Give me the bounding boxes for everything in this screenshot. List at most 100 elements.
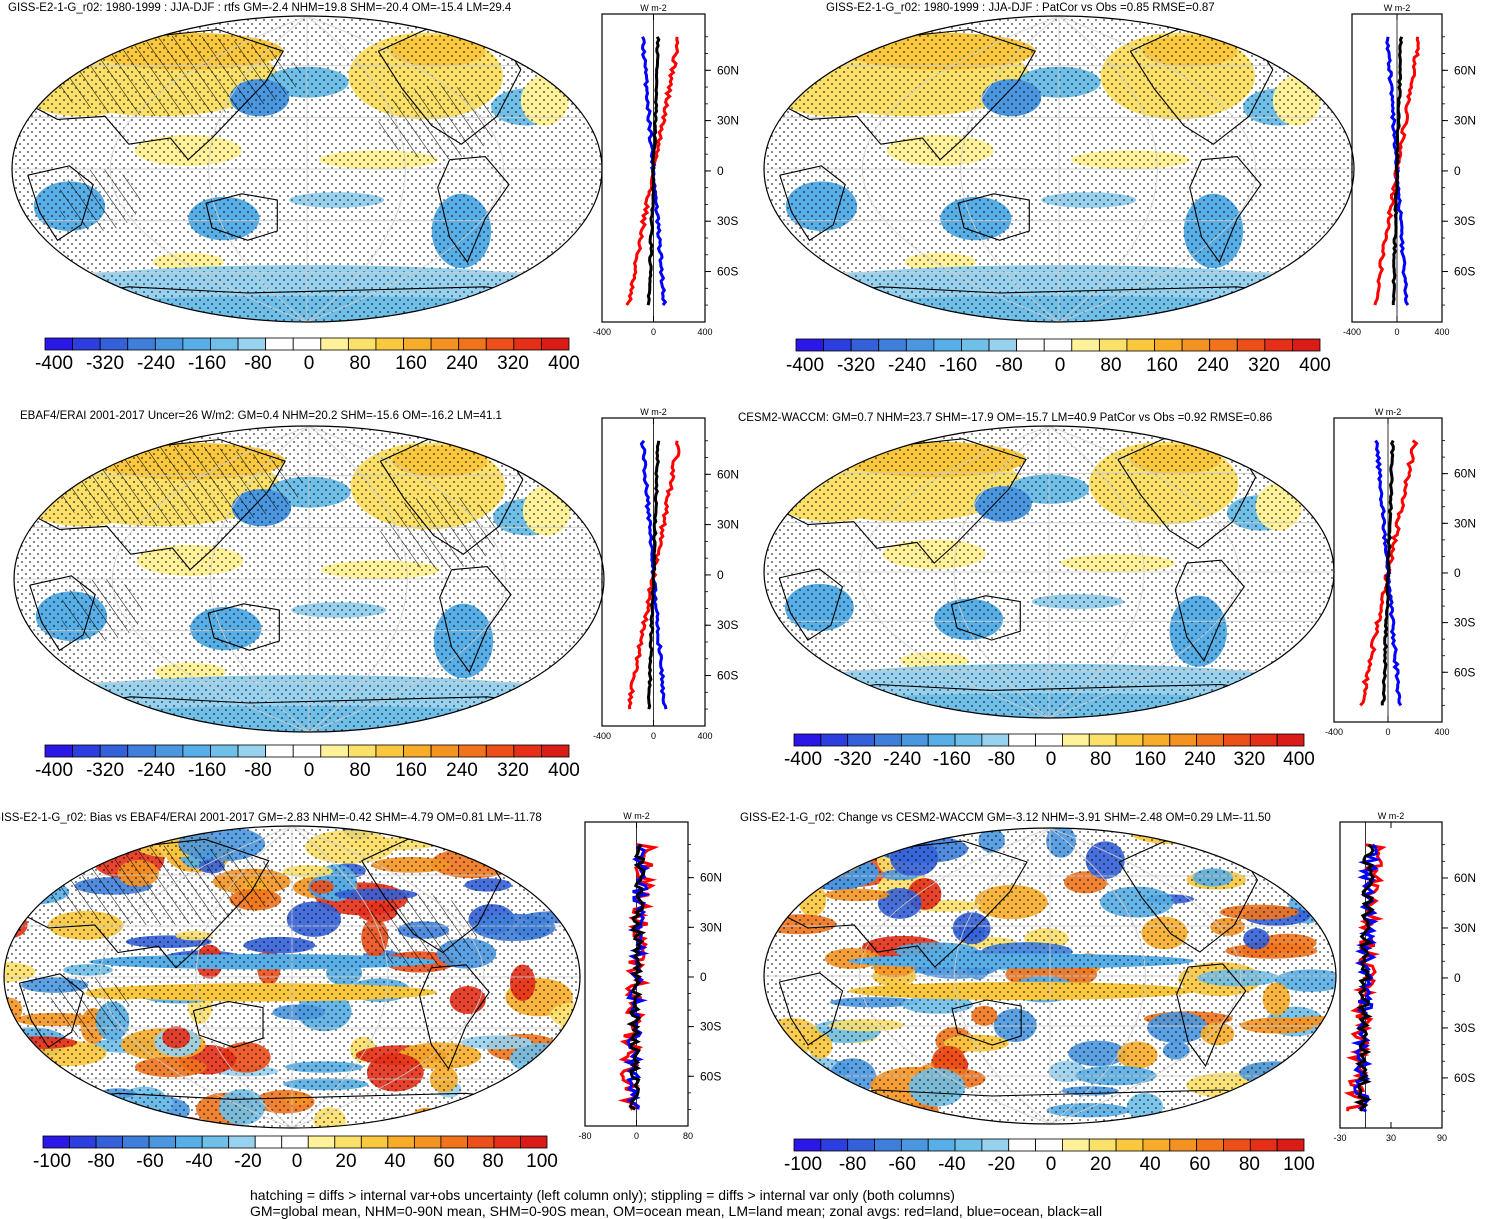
colorbar-label: -100 [783, 1154, 823, 1175]
colorbar-swatch [793, 1138, 822, 1152]
zonal-avg-p1: W m-2 60N 30N 0 30S 60S -400 0 400 [593, 3, 739, 337]
zonal-ylabel: 30S [717, 618, 738, 632]
colorbar-swatch [320, 744, 349, 758]
colorbar-label: 0 [1045, 749, 1057, 770]
colorbar-swatch [44, 337, 73, 351]
zonal-ylabel: 60N [717, 63, 739, 77]
zonal-xlabel: 400 [697, 327, 712, 337]
colorbar-swatch [485, 744, 515, 758]
field-blob [1240, 853, 1326, 865]
colorbar-labels: -100 -80 -60 -40 -20 0 20 40 60 80 100 [784, 1154, 1315, 1176]
colorbar-swatch [430, 744, 460, 758]
colorbar-label: 0 [303, 760, 315, 781]
colorbar-p5 [42, 1135, 548, 1149]
colorbar-label: 160 [1134, 749, 1167, 770]
field-blob [4, 1064, 42, 1081]
colorbar-label: 0 [291, 1151, 303, 1172]
zonal-curve [1353, 843, 1376, 1112]
colorbar-label: -60 [136, 1151, 164, 1172]
zonal-xlabel: -80 [578, 1131, 591, 1141]
colorbar-swatch [520, 1135, 548, 1149]
colorbar-swatch [403, 337, 432, 351]
colorbar-swatch [874, 1138, 902, 1152]
colorbar-label: 40 [384, 1151, 406, 1172]
colorbar-labels: -400 -320 -240 -160 -80 0 80 160 240 320 400 [35, 760, 580, 782]
map-border [13, 425, 605, 733]
panel-title: GISS-E2-1-G_r02: Bias vs EBAF4/ERAI 2001… [0, 812, 542, 824]
colorbar-swatch [430, 337, 460, 351]
zonal-xlabel: -30 [1333, 1133, 1346, 1143]
coastline [779, 165, 846, 242]
colorbar-swatch [347, 744, 377, 758]
map-p3 [13, 425, 605, 733]
field-blob [7, 1113, 101, 1128]
colorbar-swatch [182, 744, 211, 758]
colorbar-label: -80 [987, 749, 1016, 770]
colorbar-label: 400 [548, 760, 580, 781]
map-p1 [11, 15, 603, 323]
colorbar-swatch [347, 337, 377, 351]
colorbar-swatch [95, 1135, 123, 1149]
zonal-avg-p3: W m-2 60N 30N 0 30S 60S -400 0 400 [593, 407, 739, 741]
zonal-unit: W m-2 [1375, 407, 1402, 417]
colorbar-swatch [148, 1135, 177, 1149]
field-blob [461, 826, 500, 840]
colorbar-swatch [823, 338, 852, 352]
colorbar-swatch [513, 337, 542, 351]
colorbar-swatch [1249, 1138, 1278, 1152]
zonal-ylabel: 30S [1454, 214, 1475, 228]
colorbar-swatch [292, 337, 322, 351]
zonal-ylabel: 30S [700, 1020, 721, 1034]
colorbar-label: -240 [136, 760, 176, 781]
zonal-curve [1391, 36, 1404, 306]
colorbar-swatch [1223, 733, 1251, 747]
colorbar-swatch [981, 1138, 1010, 1152]
coastline [778, 568, 844, 641]
colorbar-swatch [1154, 338, 1183, 352]
colorbar-swatch [210, 337, 239, 351]
coastline [1176, 963, 1247, 1068]
field-blob [1207, 828, 1295, 842]
colorbar-swatch [1276, 733, 1305, 747]
zonal-avg-p2: W m-2 60N 30N 0 30S 60S -400 0 400 [1343, 3, 1476, 337]
colorbar-label: -320 [85, 760, 125, 781]
zonal-xlabel: 0 [651, 327, 656, 337]
colorbar-label: 80 [482, 1151, 504, 1172]
map-border [763, 827, 1337, 1125]
colorbar-label: 0 [1045, 1154, 1057, 1175]
zonal-xlabel: -400 [1343, 327, 1361, 337]
colorbar-swatch [387, 1135, 415, 1149]
colorbar-label: -320 [833, 749, 872, 770]
colorbar-swatch [1181, 338, 1211, 352]
zonal-xlabel: 80 [683, 1131, 693, 1141]
colorbar-label: -160 [187, 760, 227, 781]
colorbar-label: -80 [87, 1151, 115, 1172]
zonal-ylabel: 30N [1454, 114, 1476, 128]
coastline [27, 165, 94, 242]
colorbar-swatch [820, 1138, 849, 1152]
zonal-ylabel: 0 [1454, 971, 1461, 985]
zonal-curve [626, 843, 647, 1111]
colorbar-swatch [72, 337, 101, 351]
zonal-xlabel: 90 [1437, 1133, 1447, 1143]
colorbar-p6 [793, 1138, 1305, 1152]
zonal-xlabel: 30 [1386, 1133, 1396, 1143]
colorbar-swatch [237, 337, 267, 351]
colorbar-labels: -400 -320 -240 -160 -80 0 80 160 240 320 400 [35, 353, 580, 375]
colorbar-swatch [900, 1138, 929, 1152]
colorbar-swatch [127, 337, 156, 351]
colorbar-label: 80 [1090, 749, 1112, 770]
zonal-xlabel: 400 [1434, 327, 1449, 337]
panel-title: GISS-E2-1-G_r02: Change vs CESM2-WACCM G… [740, 812, 1271, 824]
colorbar-swatch [42, 1135, 70, 1149]
colorbar-label: -160 [932, 749, 971, 770]
colorbar-label: -240 [136, 353, 176, 374]
colorbar-swatch [1264, 338, 1293, 352]
colorbar-swatch [793, 733, 822, 747]
field-blob [4, 838, 39, 857]
zonal-ylabel: 30S [1454, 1021, 1475, 1035]
footer-line-1: hatching = diffs > internal var+obs unce… [250, 1187, 955, 1203]
colorbar-label: 240 [446, 760, 478, 781]
zonal-unit: W m-2 [1378, 811, 1405, 821]
zonal-unit: W m-2 [1384, 3, 1411, 13]
